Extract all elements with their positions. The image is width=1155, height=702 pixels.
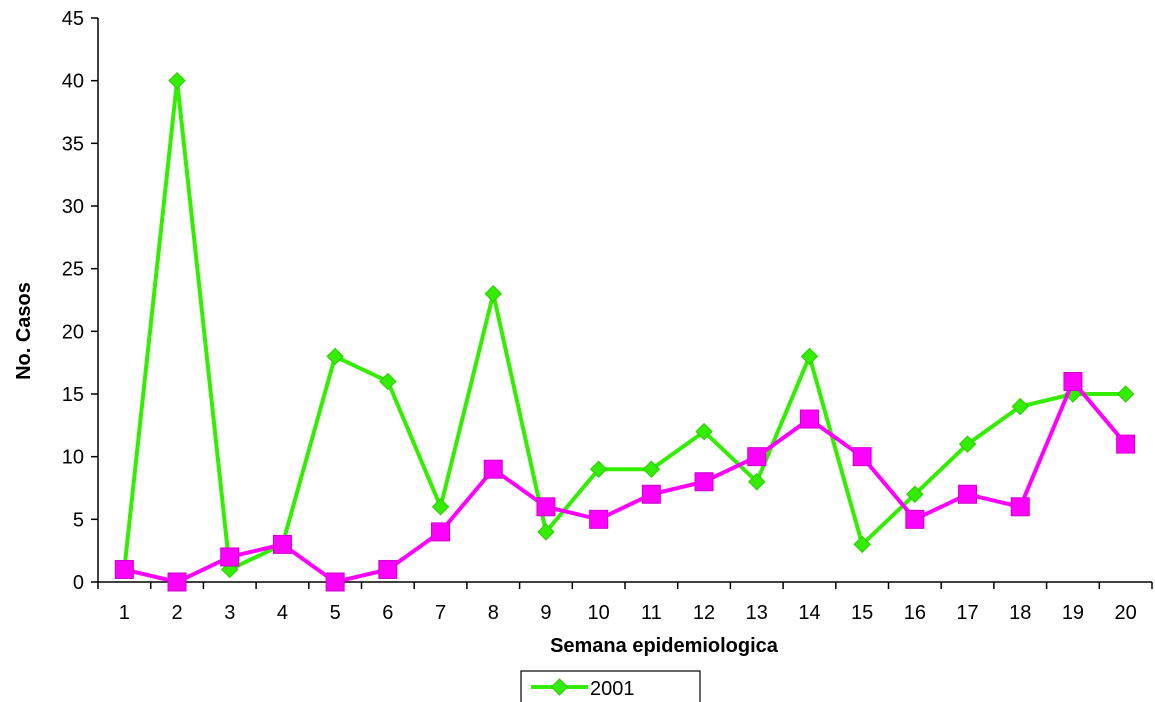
legend-label-2001: 2001 <box>590 678 635 700</box>
data-point-series-2 <box>483 459 503 479</box>
y-tick-label: 15 <box>62 384 84 406</box>
data-point-series-2 <box>220 547 240 567</box>
x-tick-label: 5 <box>330 602 341 624</box>
data-point-2001 <box>1011 397 1029 416</box>
data-point-2001 <box>168 71 186 90</box>
x-tick-label: 13 <box>746 602 768 624</box>
y-axis-ticks: 0 5 10 15 20 25 30 35 40 45 <box>62 8 98 594</box>
x-tick-label: 7 <box>435 602 446 624</box>
data-point-2001 <box>484 285 502 303</box>
x-tick-label: 18 <box>1009 602 1031 624</box>
y-tick-label: 45 <box>62 8 84 30</box>
x-tick-label: 16 <box>904 602 926 624</box>
data-point-series-2 <box>905 509 925 529</box>
legend: 2001 <box>520 670 701 702</box>
x-tick-label: 20 <box>1115 602 1137 624</box>
x-tick-label: 10 <box>588 602 610 624</box>
legend-marker-2001 <box>550 678 569 696</box>
data-point-series-2 <box>114 559 134 579</box>
x-axis-ticks: 1 2 3 4 5 6 7 8 9 10 11 12 13 14 15 16 17 18 19 20 <box>97 582 1153 624</box>
data-point-series-2 <box>536 497 556 517</box>
y-tick-label: 10 <box>62 447 84 469</box>
data-point-2001 <box>537 523 555 541</box>
x-tick-label: 11 <box>641 602 662 624</box>
x-tick-label: 4 <box>277 602 288 624</box>
x-tick-label: 14 <box>798 602 820 624</box>
x-tick-label: 6 <box>382 602 393 624</box>
y-tick-label: 0 <box>73 572 84 594</box>
y-tick-label: 20 <box>62 321 84 343</box>
x-axis-title: Semana epidemiologica <box>550 635 779 657</box>
data-point-2001 <box>906 485 924 503</box>
y-tick-label: 5 <box>73 509 84 531</box>
data-point-series-2 <box>694 472 714 492</box>
x-tick-label: 15 <box>851 602 873 624</box>
series-line-2001 <box>122 80 1126 573</box>
x-tick-label: 2 <box>171 602 182 624</box>
data-point-series-2 <box>1063 371 1083 391</box>
x-tick-label: 9 <box>540 602 551 624</box>
y-tick-label: 25 <box>62 259 84 281</box>
data-point-2001 <box>589 460 608 478</box>
data-point-2001 <box>326 347 344 366</box>
data-point-2001 <box>800 347 819 366</box>
data-point-2001 <box>431 498 450 516</box>
data-point-series-2 <box>852 447 872 467</box>
x-tick-label: 1 <box>119 602 130 624</box>
y-tick-label: 40 <box>62 71 84 93</box>
x-tick-label: 17 <box>956 602 978 624</box>
data-point-2001 <box>695 422 713 441</box>
data-point-2001 <box>1116 385 1135 403</box>
x-tick-label: 19 <box>1062 602 1084 624</box>
data-point-series-2 <box>799 409 819 429</box>
data-point-series-2 <box>1010 497 1030 517</box>
data-point-2001 <box>853 535 871 554</box>
data-point-series-2 <box>641 484 661 504</box>
data-point-series-2 <box>167 572 187 592</box>
y-tick-label: 30 <box>62 196 84 218</box>
y-axis-title: No. Casos <box>13 282 35 380</box>
data-point-2001 <box>379 372 397 391</box>
series-2001 <box>115 71 1135 579</box>
data-point-series-2 <box>431 522 451 542</box>
data-point-series-2 <box>589 509 609 529</box>
x-tick-label: 12 <box>693 602 715 624</box>
data-point-series-2 <box>272 534 292 554</box>
data-point-series-2 <box>378 559 398 579</box>
x-tick-label: 3 <box>224 602 235 624</box>
series-layer <box>114 71 1136 592</box>
data-point-2001 <box>642 460 661 478</box>
y-tick-label: 35 <box>62 133 84 155</box>
data-point-2001 <box>748 473 766 491</box>
x-tick-label: 8 <box>488 602 499 624</box>
series-series-2 <box>114 371 1136 592</box>
data-point-series-2 <box>325 572 345 592</box>
data-point-series-2 <box>747 447 767 467</box>
data-point-series-2 <box>958 484 978 504</box>
data-point-2001 <box>958 435 977 453</box>
data-point-series-2 <box>1116 434 1136 454</box>
